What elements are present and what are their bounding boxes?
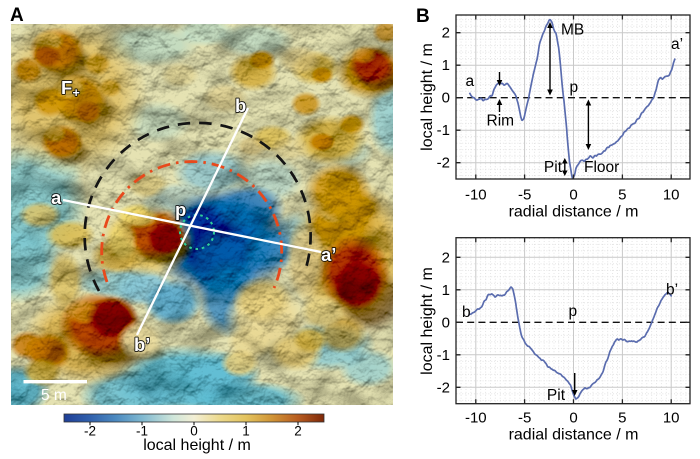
svg-text:1: 1	[442, 57, 450, 74]
svg-text:0: 0	[442, 314, 450, 331]
svg-text:-5: -5	[518, 187, 531, 204]
svg-text:p: p	[570, 79, 579, 96]
svg-text:Pit: Pit	[547, 387, 566, 404]
svg-text:1: 1	[242, 424, 250, 439]
svg-text:p: p	[569, 303, 578, 320]
svg-text:2: 2	[294, 424, 302, 439]
svg-text:5 m: 5 m	[41, 387, 67, 404]
svg-text:0: 0	[569, 410, 577, 427]
svg-text:b: b	[235, 95, 246, 116]
svg-text:10: 10	[663, 410, 680, 427]
svg-text:b’: b’	[134, 334, 150, 355]
svg-text:a: a	[51, 187, 62, 208]
svg-text:-1: -1	[437, 122, 450, 139]
svg-text:10: 10	[663, 187, 680, 204]
svg-text:-2: -2	[84, 424, 96, 439]
svg-text:a: a	[466, 73, 475, 90]
svg-text:radial distance / m: radial distance / m	[509, 427, 639, 444]
svg-text:radial distance / m: radial distance / m	[509, 204, 639, 221]
svg-text:5: 5	[618, 410, 626, 427]
svg-text:local height / m: local height / m	[143, 437, 251, 454]
svg-text:local height / m: local height / m	[419, 267, 436, 375]
svg-text:Floor: Floor	[584, 159, 619, 176]
svg-text:+: +	[73, 86, 80, 100]
svg-text:-10: -10	[465, 410, 487, 427]
svg-text:Rim: Rim	[487, 113, 515, 130]
svg-text:-1: -1	[437, 347, 450, 364]
svg-text:a’: a’	[321, 244, 336, 265]
svg-text:-1: -1	[136, 424, 148, 439]
svg-text:5: 5	[618, 187, 626, 204]
svg-text:local height / m: local height / m	[419, 43, 436, 151]
svg-text:-10: -10	[465, 187, 487, 204]
svg-text:p: p	[175, 199, 186, 220]
svg-text:-2: -2	[437, 379, 450, 396]
svg-text:2: 2	[442, 25, 450, 42]
svg-text:F: F	[61, 77, 72, 98]
svg-text:0: 0	[569, 187, 577, 204]
svg-text:b: b	[462, 304, 471, 321]
svg-text:A: A	[10, 5, 24, 26]
svg-text:Pit: Pit	[544, 159, 563, 176]
svg-text:a’: a’	[671, 36, 683, 53]
svg-text:MB: MB	[561, 22, 584, 39]
svg-text:0: 0	[442, 90, 450, 107]
svg-text:b’: b’	[666, 282, 678, 299]
svg-text:-2: -2	[437, 155, 450, 172]
svg-text:2: 2	[442, 249, 450, 266]
svg-text:-5: -5	[518, 410, 531, 427]
svg-text:0: 0	[190, 424, 198, 439]
svg-text:1: 1	[442, 282, 450, 299]
svg-text:B: B	[416, 6, 430, 27]
